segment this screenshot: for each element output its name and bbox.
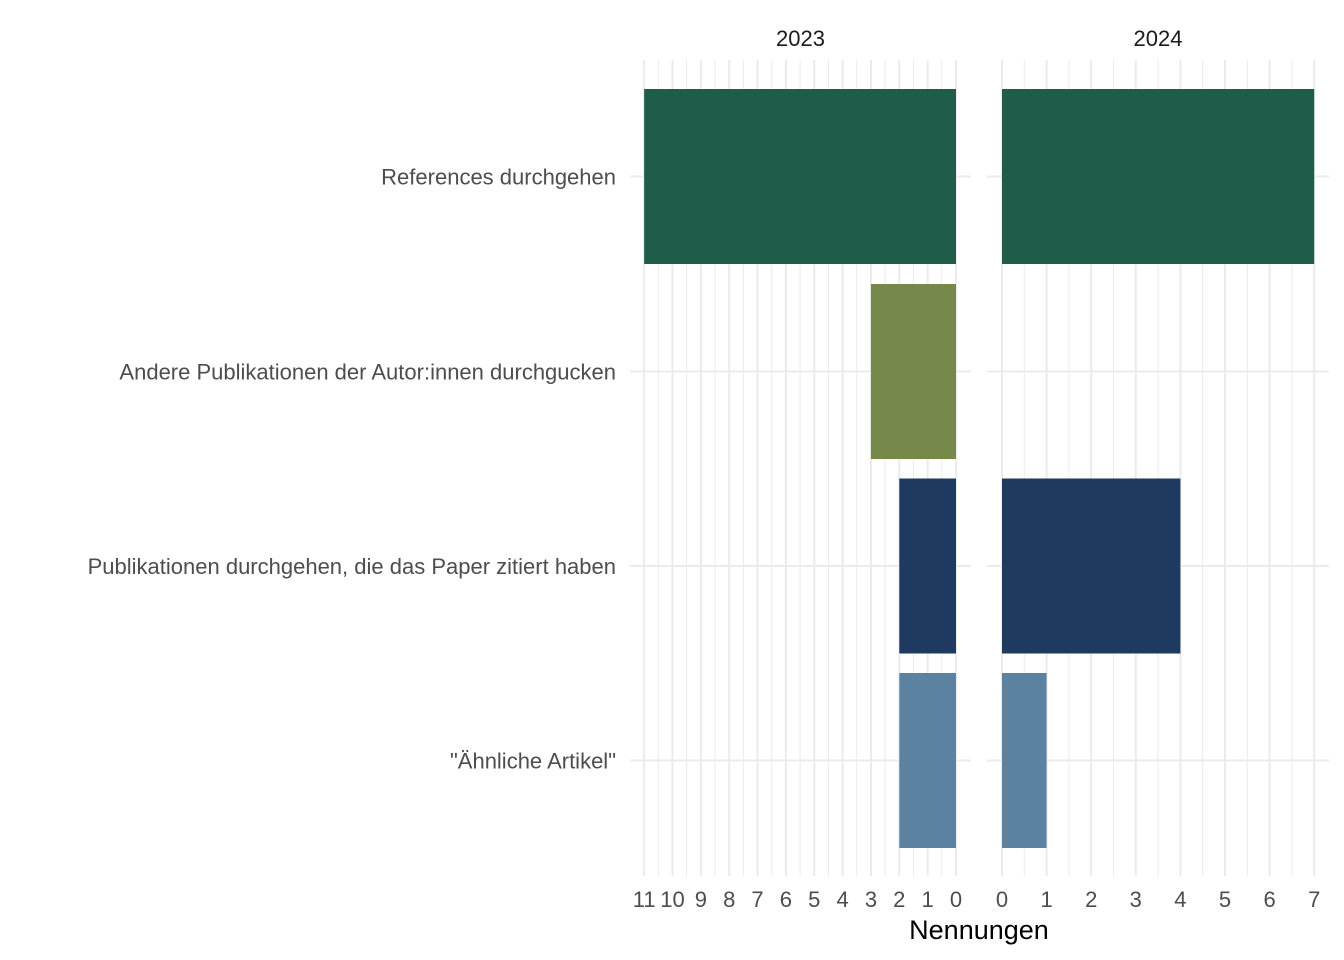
x-tick-label: 7 [751,887,763,912]
x-tick-label: 9 [695,887,707,912]
x-tick-label: 3 [1130,887,1142,912]
x-tick-label: 0 [996,887,1008,912]
x-tick-label: 5 [808,887,820,912]
category-label: References durchgehen [381,165,616,190]
category-label: Andere Publikationen der Autor:innen dur… [119,360,616,385]
x-tick-label: 0 [950,887,962,912]
x-tick-label: 6 [780,887,792,912]
bar-2023-andere-publikationen-der-autor-innen-durchgucken [870,284,956,459]
x-tick-label: 11 [633,887,656,912]
bar-2023-references-durchgehen [644,89,956,264]
x-tick-label: 7 [1308,887,1320,912]
x-tick-label: 4 [1174,887,1186,912]
x-tick-label: 10 [660,887,684,912]
x-tick-label: 8 [723,887,735,912]
facet-label-2024: 2024 [1134,26,1183,51]
x-tick-label: 2 [1085,887,1097,912]
x-tick-label: 1 [1040,887,1052,912]
x-tick-label: 4 [836,887,848,912]
x-tick-label: 6 [1263,887,1275,912]
category-label: "Ähnliche Artikel" [450,749,616,774]
x-tick-label: 3 [865,887,877,912]
x-tick-label: 5 [1219,887,1231,912]
bar-2023-hnliche-artikel [899,673,956,848]
facet-label-2023: 2023 [776,26,825,51]
x-tick-label: 2 [893,887,905,912]
bar-layer [644,89,1315,848]
bar-2023-publikationen-durchgehen-die-das-paper-zitiert-haben [899,478,956,654]
bar-2024-publikationen-durchgehen-die-das-paper-zitiert-haben [1002,478,1181,654]
x-tick-label: 1 [922,887,934,912]
category-label: Publikationen durchgehen, die das Paper … [88,554,616,579]
bar-2024-hnliche-artikel [1002,673,1047,848]
x-axis-title: Nennungen [909,915,1049,945]
bar-2024-references-durchgehen [1002,89,1315,264]
